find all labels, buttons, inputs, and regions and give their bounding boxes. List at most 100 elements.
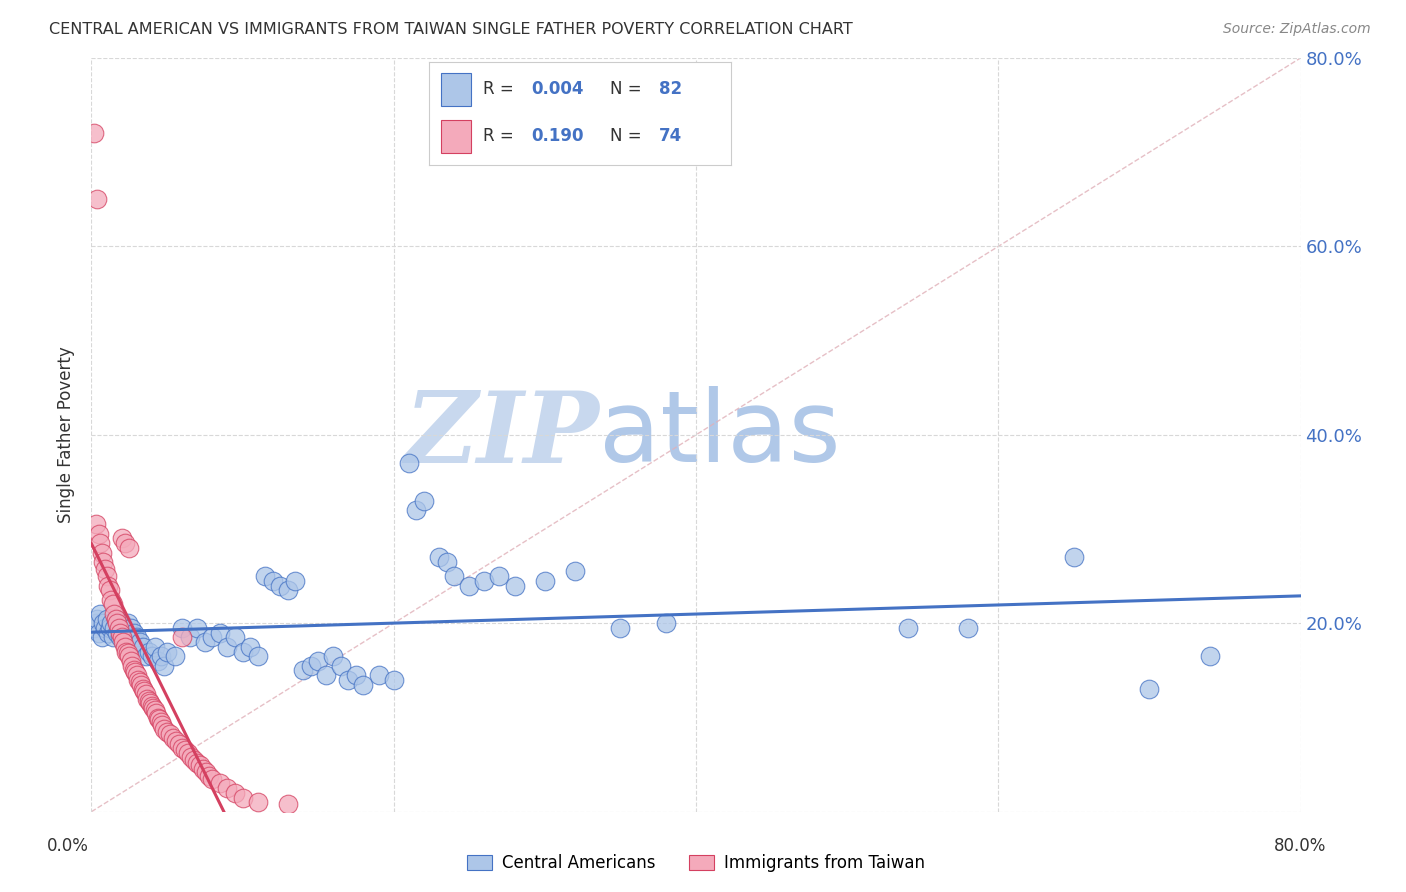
Point	[156, 724, 179, 739]
Point	[128, 635, 150, 649]
Point	[156, 644, 179, 658]
Point	[138, 693, 160, 707]
Point	[284, 574, 307, 588]
Point	[159, 727, 181, 741]
Point	[84, 616, 107, 631]
Point	[564, 565, 586, 579]
Text: 82: 82	[658, 80, 682, 98]
Point	[172, 631, 194, 645]
Text: Source: ZipAtlas.com: Source: ZipAtlas.com	[1223, 22, 1371, 37]
Point	[127, 673, 149, 687]
Point	[83, 126, 105, 140]
Point	[246, 649, 269, 664]
Point	[103, 607, 125, 621]
Point	[183, 753, 205, 767]
Point	[138, 644, 160, 658]
Point	[104, 611, 127, 625]
Point	[427, 550, 450, 565]
Point	[217, 640, 239, 654]
Point	[458, 578, 481, 592]
Point	[179, 631, 201, 645]
Point	[115, 631, 138, 645]
Point	[172, 740, 194, 755]
Point	[124, 640, 146, 654]
Point	[86, 192, 108, 206]
Text: 0.0%: 0.0%	[46, 837, 89, 855]
Point	[96, 569, 118, 583]
Point	[277, 583, 299, 598]
Point	[112, 621, 135, 635]
Point	[299, 658, 322, 673]
Point	[262, 574, 284, 588]
Point	[101, 598, 124, 612]
Point	[96, 611, 118, 625]
Point	[112, 635, 135, 649]
Point	[100, 616, 122, 631]
Point	[654, 616, 676, 631]
Point	[897, 621, 920, 635]
Point	[217, 781, 239, 796]
Point	[118, 541, 141, 555]
Point	[87, 625, 110, 640]
Text: ZIP: ZIP	[405, 386, 599, 483]
Point	[89, 536, 111, 550]
Point	[89, 607, 111, 621]
Point	[111, 532, 132, 546]
Point	[117, 647, 139, 661]
Point	[125, 631, 148, 645]
Y-axis label: Single Father Poverty: Single Father Poverty	[58, 346, 76, 524]
Point	[120, 621, 142, 635]
Point	[609, 621, 631, 635]
Point	[180, 750, 202, 764]
Point	[121, 658, 143, 673]
Point	[120, 654, 142, 668]
Bar	[441, 73, 471, 105]
Text: 74: 74	[658, 128, 682, 145]
Point	[107, 621, 129, 635]
Point	[269, 578, 291, 592]
Text: N =: N =	[610, 128, 647, 145]
Point	[118, 635, 141, 649]
Point	[114, 640, 136, 654]
Point	[93, 555, 115, 569]
Point	[118, 649, 141, 664]
Point	[121, 631, 143, 645]
Point	[201, 631, 224, 645]
Text: CENTRAL AMERICAN VS IMMIGRANTS FROM TAIWAN SINGLE FATHER POVERTY CORRELATION CHA: CENTRAL AMERICAN VS IMMIGRANTS FROM TAIW…	[49, 22, 853, 37]
Point	[148, 712, 170, 726]
Point	[153, 658, 176, 673]
Point	[115, 644, 138, 658]
Point	[136, 691, 159, 706]
Point	[337, 673, 360, 687]
Point	[503, 578, 526, 592]
Point	[224, 631, 246, 645]
Point	[315, 668, 337, 682]
Point	[436, 555, 458, 569]
Point	[141, 699, 163, 714]
Text: R =: R =	[484, 128, 524, 145]
Point	[1063, 550, 1085, 565]
Point	[101, 631, 124, 645]
Point	[97, 578, 120, 592]
Point	[107, 621, 129, 635]
Point	[132, 640, 155, 654]
Point	[135, 649, 157, 664]
Point	[193, 762, 215, 776]
Point	[122, 625, 145, 640]
Point	[405, 503, 427, 517]
Point	[149, 715, 172, 730]
Point	[86, 611, 108, 625]
Point	[128, 674, 150, 689]
Point	[152, 718, 174, 732]
Point	[104, 611, 127, 625]
Point	[145, 706, 167, 720]
Point	[186, 621, 208, 635]
Point	[443, 569, 465, 583]
Point	[322, 649, 344, 664]
Point	[122, 664, 145, 678]
Point	[91, 631, 114, 645]
Point	[201, 772, 224, 786]
Point	[83, 621, 105, 635]
Point	[139, 697, 162, 711]
Point	[413, 493, 436, 508]
